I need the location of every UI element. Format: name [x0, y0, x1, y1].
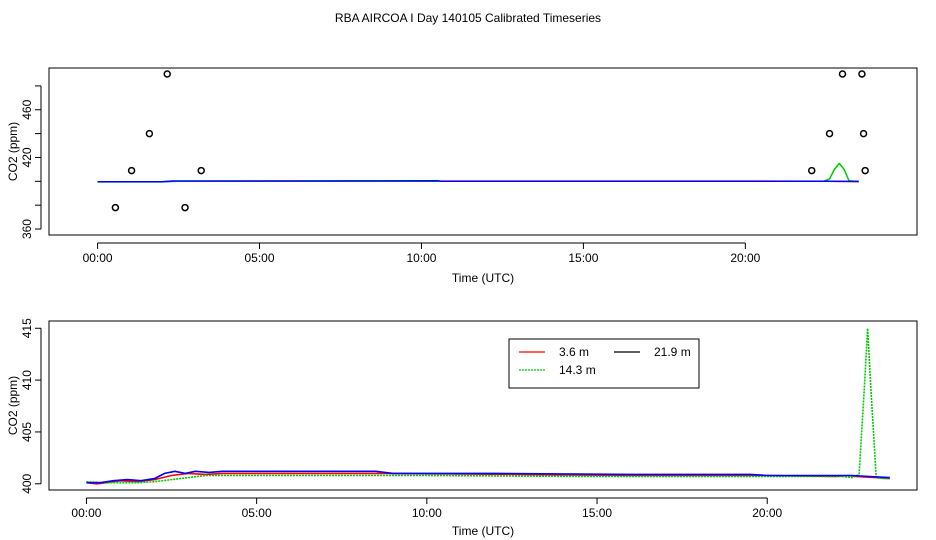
data-point	[859, 129, 868, 138]
x-tick-label: 15:00	[582, 506, 612, 520]
data-point	[858, 70, 866, 78]
y-tick-label: 405	[20, 422, 34, 442]
data-point	[163, 70, 171, 78]
data-point	[111, 203, 120, 212]
y-axis-label: CO2 (ppm)	[6, 122, 20, 181]
data-point	[127, 166, 136, 175]
x-tick-label: 05:00	[242, 506, 272, 520]
legend-box	[508, 338, 700, 389]
x-tick-label: 10:00	[412, 506, 442, 520]
x-tick-label: 20:00	[752, 506, 782, 520]
data-point	[838, 70, 847, 78]
x-axis-label: Time (UTC)	[452, 271, 514, 285]
x-tick-label: 20:00	[730, 251, 760, 265]
series-line-21-9	[97, 180, 859, 183]
x-tick-label: 10:00	[406, 251, 436, 265]
data-point	[825, 129, 834, 138]
data-point	[807, 166, 816, 175]
x-tick-label: 15:00	[568, 251, 598, 265]
y-tick-label: 460	[20, 99, 34, 119]
legend-label: 3.6 m	[559, 345, 589, 359]
y-tick-label: 400	[20, 473, 34, 493]
legend-label: 21.9 m	[654, 345, 691, 359]
series-line-14-3	[97, 162, 859, 183]
y-tick-label: 415	[20, 318, 34, 338]
bottom-chart: 00:00 05:00 10:00 15:00 20:00 Time (UTC) 400 40…	[6, 318, 918, 538]
top-chart: 00:00 05:00 10:00 15:00 20:00 Time (UTC) 360 42…	[6, 67, 918, 285]
y-tick-label: 420	[20, 147, 34, 167]
x-tick-label: 05:00	[245, 251, 275, 265]
y-tick-label: 360	[20, 219, 34, 239]
series-line-21-9-m	[86, 470, 890, 484]
plot-frame	[48, 67, 918, 236]
x-tick-label: 00:00	[83, 251, 113, 265]
page-title: RBA AIRCOA I Day 140105 Calibrated Times…	[335, 11, 601, 25]
plot-frame	[48, 320, 918, 491]
y-axis-label: CO2 (ppm)	[6, 376, 20, 435]
legend-label: 14.3 m	[559, 363, 596, 377]
x-tick-label: 00:00	[71, 506, 101, 520]
data-point	[197, 166, 205, 175]
y-tick-label: 410	[20, 370, 34, 390]
x-axis-label: Time (UTC)	[452, 524, 514, 538]
data-point	[181, 203, 189, 212]
data-point	[861, 166, 869, 175]
data-point	[145, 129, 154, 138]
series-line-14-3-m	[86, 327, 890, 484]
